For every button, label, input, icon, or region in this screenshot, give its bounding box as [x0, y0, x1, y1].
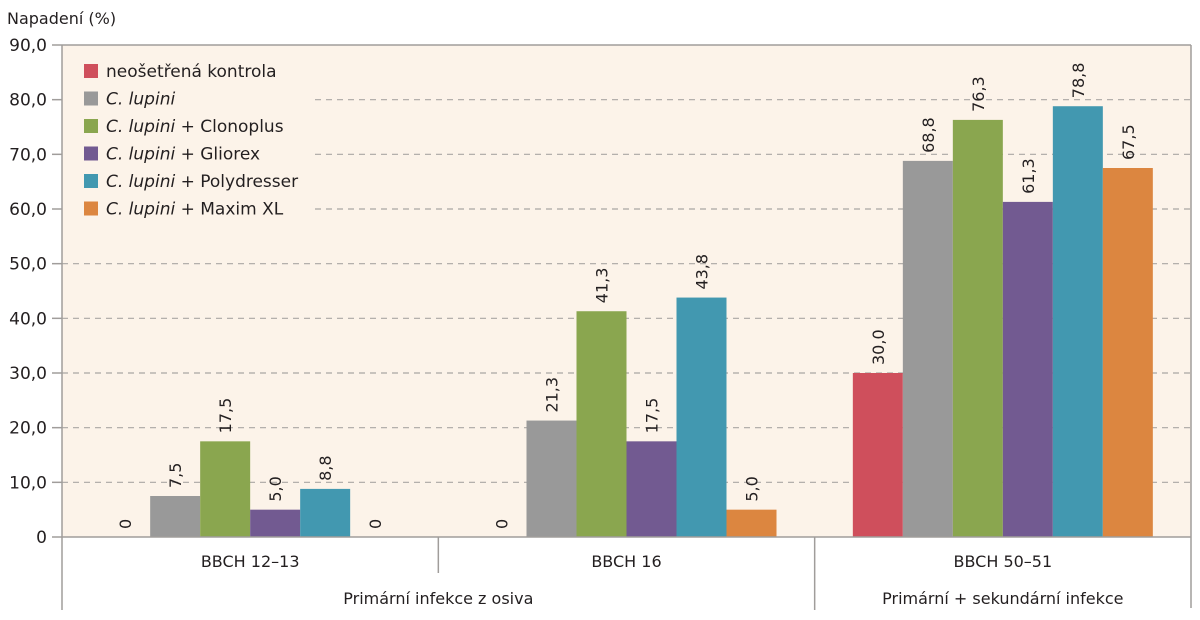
- bar: [150, 496, 201, 537]
- data-label: 43,8: [693, 254, 712, 290]
- legend-swatch: [84, 201, 98, 216]
- x-group-label: Primární + sekundární infekce: [882, 589, 1123, 608]
- y-ticks: 0 10,0 20,0 30,0 40,0 50,0 60,0 70,0 80,0 90,0: [9, 36, 62, 548]
- legend: neošetřená kontrola C. lupini C. lupini + …: [84, 62, 298, 220]
- data-label: 17,5: [216, 398, 235, 434]
- data-label: 0: [116, 519, 135, 529]
- data-label: 67,5: [1119, 124, 1138, 160]
- data-label: 0: [493, 519, 512, 529]
- legend-swatch: [84, 174, 98, 188]
- data-label: 41,3: [593, 268, 612, 304]
- bar: [852, 373, 903, 537]
- bar: [576, 311, 627, 537]
- bar: [1002, 201, 1053, 538]
- bar: [200, 441, 251, 537]
- y-tick-label: 10,0: [9, 473, 47, 493]
- bar: [902, 160, 953, 538]
- data-label: 76,3: [969, 76, 988, 112]
- legend-swatch: [84, 119, 98, 133]
- data-labels: 0 0 30,0 7,5 21,3 68,8 17,5 41,3 76,3 5,0 17,5 61,3…: [116, 63, 1138, 529]
- legend-label: neošetřená kontrola: [106, 62, 277, 82]
- x-group-label: Primární infekce z osiva: [343, 589, 533, 608]
- legend-swatch: [84, 91, 98, 106]
- y-tick-label: 40,0: [9, 309, 47, 329]
- bars: [150, 106, 1153, 538]
- legend-label: C. lupini + Clonoplus: [106, 117, 284, 137]
- bar: [676, 297, 727, 537]
- data-label: 21,3: [543, 377, 562, 413]
- data-label: 8,8: [316, 455, 335, 480]
- y-tick-label: 60,0: [9, 200, 47, 220]
- legend-swatch: [84, 146, 98, 161]
- x-category-label: BBCH 50–51: [953, 552, 1052, 571]
- legend-label: C. lupini + Maxim XL: [106, 200, 284, 220]
- x-categories: BBCH 12–13 BBCH 16 BBCH 50–51 Primární infe…: [201, 552, 1124, 608]
- bar: [726, 509, 777, 537]
- bar: [952, 119, 1003, 537]
- axes: [61, 44, 1192, 610]
- y-tick-label: 90,0: [9, 36, 47, 56]
- legend-label: C. lupini + Polydresser: [106, 172, 298, 192]
- y-tick-label: 50,0: [9, 255, 47, 275]
- bar: [300, 488, 351, 537]
- y-tick-label: 20,0: [9, 419, 47, 439]
- bar: [1052, 106, 1103, 537]
- y-tick-label: 0: [36, 528, 47, 548]
- legend-label: C. lupini + Gliorex: [106, 145, 260, 165]
- data-label: 0: [366, 519, 385, 529]
- data-label: 7,5: [166, 463, 185, 488]
- y-tick-label: 70,0: [9, 145, 47, 165]
- data-label: 61,3: [1019, 158, 1038, 194]
- bar: [1102, 168, 1153, 537]
- data-label: 5,0: [266, 476, 285, 501]
- data-label: 17,5: [643, 398, 662, 434]
- x-category-label: BBCH 16: [591, 552, 661, 571]
- data-label: 5,0: [743, 476, 762, 501]
- legend-label: C. lupini: [106, 90, 175, 110]
- bar: [626, 441, 677, 537]
- data-label: 30,0: [869, 329, 888, 365]
- bar: [250, 509, 301, 537]
- data-label: 78,8: [1069, 63, 1088, 99]
- x-category-label: BBCH 12–13: [201, 552, 300, 571]
- y-tick-label: 80,0: [9, 91, 47, 111]
- legend-swatch: [84, 64, 98, 78]
- bar: [526, 420, 577, 537]
- y-tick-label: 30,0: [9, 364, 47, 384]
- y-axis-label: Napadení (%): [7, 9, 116, 28]
- data-label: 68,8: [919, 117, 938, 153]
